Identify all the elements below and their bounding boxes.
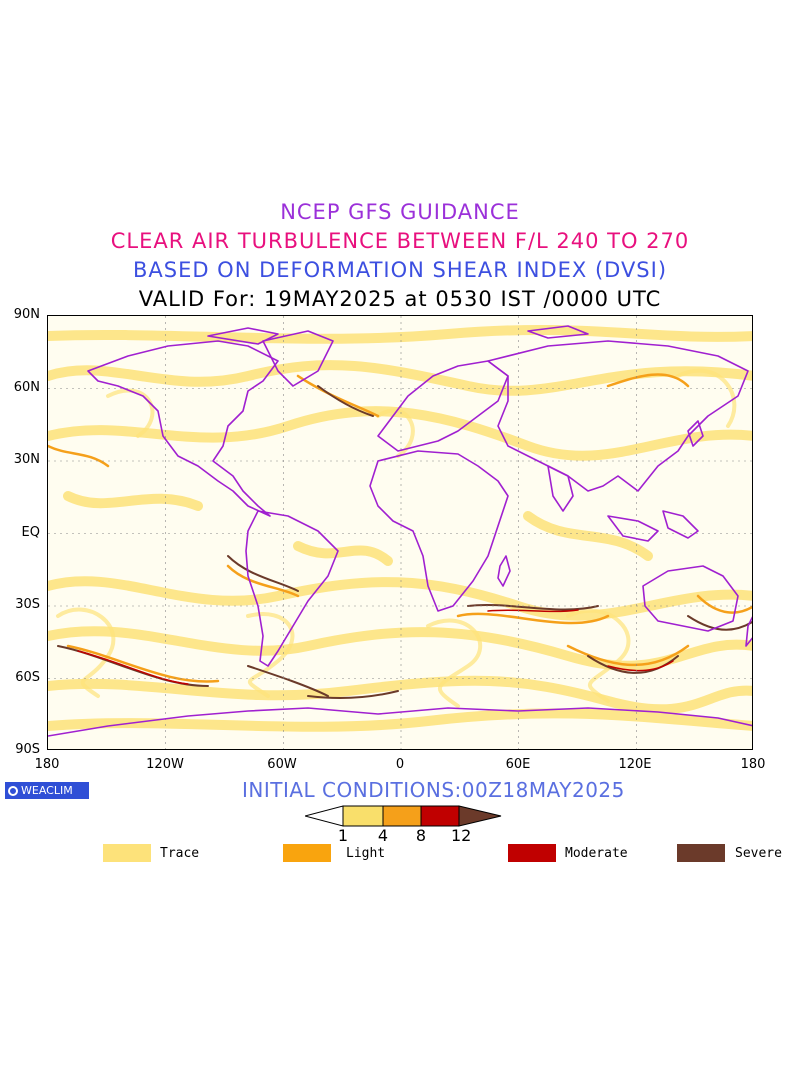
title-line-3: BASED ON DEFORMATION SHEAR INDEX (DVSI) — [132, 258, 668, 282]
turbulence-field — [48, 324, 752, 732]
lat-label-60n: 60N — [13, 380, 40, 395]
lon-label-60e: 60E — [505, 757, 531, 772]
lat-label-90n: 90N — [13, 307, 40, 322]
colorbar-tick-1: 1 — [337, 826, 349, 845]
legend-swatch-moderate — [508, 844, 556, 862]
coastlines — [48, 325, 752, 737]
lon-label-60w: 60W — [267, 757, 297, 772]
lon-label-180w: 180 — [34, 757, 60, 772]
legend-label-light: Light — [346, 846, 386, 861]
valid-time: VALID For: 19MAY2025 at 0530 IST /0000 U… — [138, 287, 662, 311]
title-line-2: CLEAR AIR TURBULENCE BETWEEN F/L 240 TO … — [110, 229, 690, 253]
lat-label-eq: EQ — [21, 525, 40, 540]
turbulence-map — [47, 315, 753, 750]
legend-swatch-light — [283, 844, 331, 862]
colorbar-tick-4: 4 — [377, 826, 389, 845]
colorbar — [305, 805, 502, 827]
legend-label-moderate: Moderate — [565, 846, 628, 861]
lon-label-0: 0 — [395, 757, 405, 772]
lon-label-120w: 120W — [146, 757, 184, 772]
legend-label-severe: Severe — [735, 846, 782, 861]
initial-conditions: INITIAL CONDITIONS:00Z18MAY2025 — [242, 778, 625, 802]
graticule — [48, 316, 752, 749]
lon-label-180e: 180 — [740, 757, 766, 772]
brand-logo-icon — [8, 785, 18, 796]
lat-label-90s: 90S — [15, 742, 40, 757]
legend-label-trace: Trace — [160, 846, 200, 861]
lat-label-30s: 30S — [15, 597, 40, 612]
lat-label-30n: 30N — [13, 452, 40, 467]
lat-label-60s: 60S — [15, 670, 40, 685]
brand-label: WEACLIM — [21, 784, 73, 797]
title-line-1: NCEP GFS GUIDANCE — [280, 200, 520, 224]
colorbar-segment-trace — [342, 805, 384, 827]
colorbar-segment-severe — [458, 805, 502, 827]
colorbar-segment-light — [382, 805, 422, 827]
colorbar-tick-8: 8 — [415, 826, 427, 845]
colorbar-segment-moderate — [420, 805, 460, 827]
legend-swatch-trace — [103, 844, 151, 862]
map-graphic — [48, 316, 752, 749]
legend-swatch-severe — [677, 844, 725, 862]
colorbar-segment-white — [305, 805, 344, 827]
lon-label-120e: 120E — [618, 757, 652, 772]
colorbar-tick-12: 12 — [451, 826, 472, 845]
weaclim-badge: WEACLIM — [5, 782, 89, 799]
